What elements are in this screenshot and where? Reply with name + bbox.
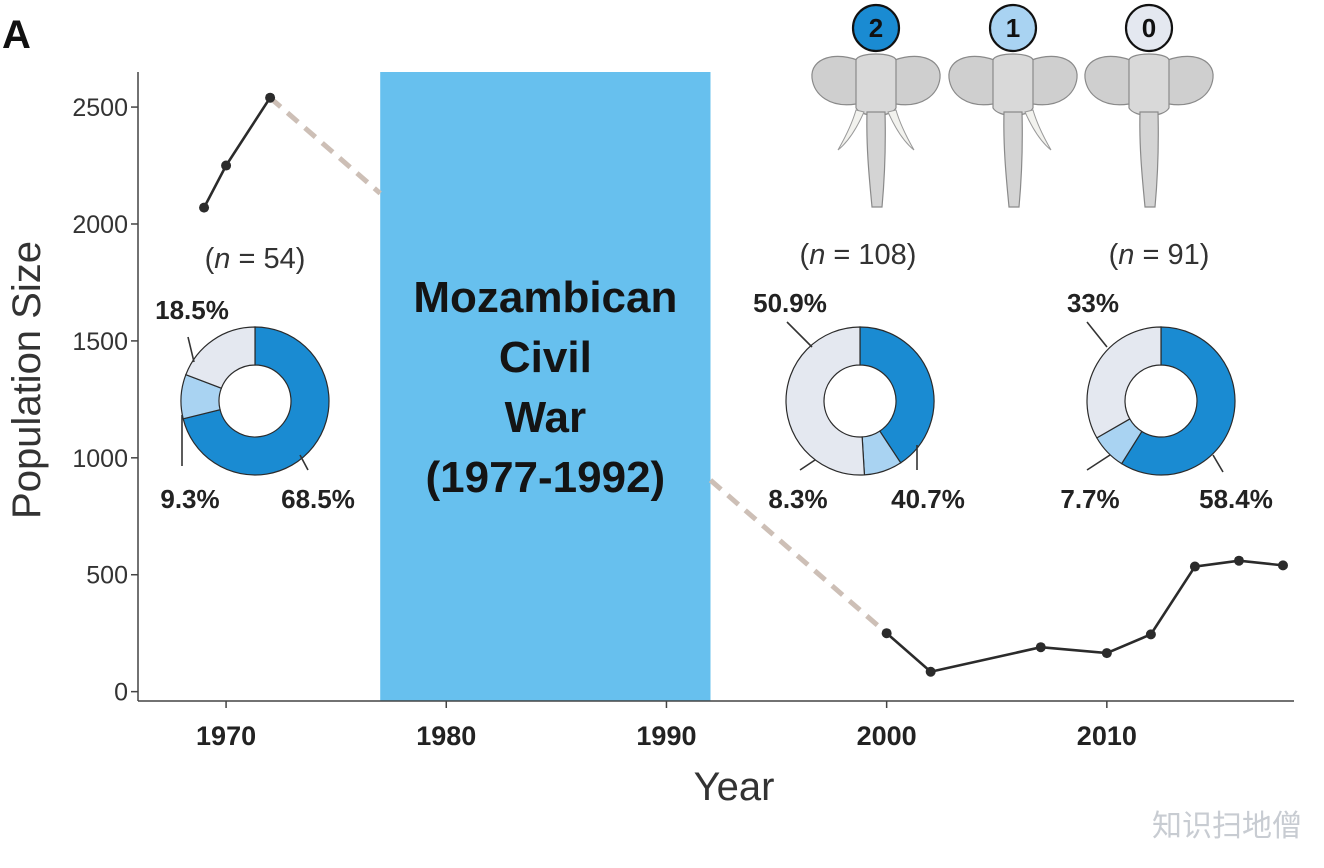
data-point bbox=[1101, 648, 1112, 659]
sample-size-label: (n = 91) bbox=[1109, 239, 1210, 271]
donut-chart: (n = 91) 33% 7.7% 58.4% bbox=[1060, 239, 1273, 514]
elephant-head-icon bbox=[1084, 53, 1214, 208]
war-period-band bbox=[380, 72, 711, 701]
elephant-ear-left bbox=[948, 55, 1000, 106]
slice-percent-label: 33% bbox=[1067, 288, 1119, 318]
data-point bbox=[925, 666, 936, 677]
tusk-count-label: 1 bbox=[1006, 13, 1020, 43]
x-tick-label: 2000 bbox=[857, 721, 917, 751]
slice-percent-label: 9.3% bbox=[160, 484, 219, 514]
y-tick-label: 2000 bbox=[72, 211, 128, 239]
gap-dashed-line-pre bbox=[268, 95, 382, 196]
data-point bbox=[1035, 642, 1046, 653]
slice-leader-line bbox=[786, 321, 813, 348]
y-tick-label: 2500 bbox=[72, 94, 128, 122]
y-tick-label: 500 bbox=[86, 562, 128, 590]
elephant-head bbox=[1128, 53, 1170, 117]
donut-slice bbox=[182, 326, 330, 476]
elephant-head bbox=[992, 53, 1034, 117]
elephant-tusk-right bbox=[887, 109, 915, 151]
y-tick-label: 1500 bbox=[72, 328, 128, 356]
tusk-legend-item: 1 bbox=[948, 3, 1078, 208]
elephant-ear-right bbox=[889, 55, 941, 106]
sample-size-label: (n = 108) bbox=[800, 239, 917, 271]
sample-size-label: (n = 54) bbox=[205, 243, 306, 275]
x-tick-label: 1980 bbox=[416, 721, 476, 751]
slice-percent-label: 7.7% bbox=[1060, 484, 1119, 514]
elephant-ear-right bbox=[1026, 55, 1078, 106]
tusk-legend-item: 2 bbox=[811, 3, 941, 208]
tusk-count-badge bbox=[851, 3, 901, 53]
data-point bbox=[221, 160, 232, 171]
elephant-ear-left bbox=[1084, 55, 1136, 106]
slice-leader-line bbox=[1086, 454, 1111, 471]
elephant-tusk-right bbox=[1024, 109, 1052, 151]
war-label-line: Mozambican bbox=[413, 273, 677, 322]
slice-percent-label: 40.7% bbox=[891, 484, 965, 514]
series-layer bbox=[199, 92, 1288, 677]
elephant-trunk bbox=[1003, 111, 1023, 208]
elephant-head-icon bbox=[948, 53, 1078, 208]
slice-percent-label: 50.9% bbox=[753, 288, 827, 318]
data-point bbox=[881, 628, 892, 639]
slice-percent-label: 58.4% bbox=[1199, 484, 1273, 514]
axes-layer: 0 500 1000 1500 2000 2500 1970 1980 1990 2000 2010 bbox=[72, 72, 1294, 751]
donut-slice bbox=[185, 326, 256, 389]
data-point bbox=[1277, 560, 1288, 571]
y-tick-label: 0 bbox=[114, 679, 128, 707]
watermark: 知识扫地僧 bbox=[1152, 809, 1302, 844]
elephant-head-icon bbox=[811, 53, 941, 208]
tusk-legend-item: 0 bbox=[1084, 3, 1214, 208]
donut-slice bbox=[1120, 326, 1236, 476]
data-point bbox=[1233, 555, 1244, 566]
donut-chart: (n = 108) 50.9% 8.3% 40.7% bbox=[753, 239, 965, 514]
elephant-trunk bbox=[866, 111, 886, 208]
slice-percent-label: 18.5% bbox=[155, 295, 229, 325]
data-point bbox=[265, 92, 276, 103]
donut-layer: (n = 54) 18.5% 9.3% 68.5% (n = 108) 50.9% 8.3%… bbox=[155, 239, 1273, 514]
data-point bbox=[1189, 561, 1200, 572]
elephant-ear-left bbox=[811, 55, 863, 106]
post-war-line bbox=[885, 559, 1284, 674]
tusk-count-label: 0 bbox=[1142, 13, 1156, 43]
elephant-trunk bbox=[1139, 111, 1159, 208]
war-label-line: War bbox=[505, 393, 587, 442]
elephant-ear-right bbox=[1162, 55, 1214, 106]
slice-leader-line bbox=[799, 459, 816, 471]
tusk-count-badge bbox=[988, 3, 1038, 53]
slice-percent-label: 68.5% bbox=[281, 484, 355, 514]
panel-label: A bbox=[2, 13, 31, 57]
donut-slice bbox=[785, 326, 866, 476]
war-period-layer: Mozambican Civil War (1977-1992) bbox=[380, 72, 711, 701]
donut-slice bbox=[1086, 326, 1162, 439]
slice-leader-line bbox=[299, 454, 309, 471]
x-axis-title: Year bbox=[694, 765, 775, 809]
x-tick-label: 1990 bbox=[636, 721, 696, 751]
elephant-head bbox=[855, 53, 897, 117]
war-label-line: Civil bbox=[499, 333, 592, 382]
slice-leader-line bbox=[1086, 321, 1108, 348]
x-tick-label: 2010 bbox=[1077, 721, 1137, 751]
x-tick-label: 1970 bbox=[196, 721, 256, 751]
y-axis-title: Population Size bbox=[5, 241, 49, 519]
data-point bbox=[199, 202, 210, 213]
tusk-count-badge bbox=[1124, 3, 1174, 53]
slice-leader-line bbox=[187, 336, 195, 363]
gap-dashed-line-post bbox=[708, 478, 889, 636]
y-tick-label: 1000 bbox=[72, 445, 128, 473]
elephant-tusk-left bbox=[837, 109, 865, 151]
slice-leader-line bbox=[1212, 454, 1224, 473]
tusk-count-label: 2 bbox=[869, 13, 883, 43]
slice-percent-label: 8.3% bbox=[768, 484, 827, 514]
war-label-line: (1977-1992) bbox=[425, 453, 665, 502]
pre-war-line bbox=[202, 97, 272, 209]
donut-chart: (n = 54) 18.5% 9.3% 68.5% bbox=[155, 243, 355, 514]
donut-slice bbox=[859, 326, 935, 464]
data-point bbox=[1145, 629, 1156, 640]
tusk-legend: 2 1 0 bbox=[811, 3, 1214, 208]
